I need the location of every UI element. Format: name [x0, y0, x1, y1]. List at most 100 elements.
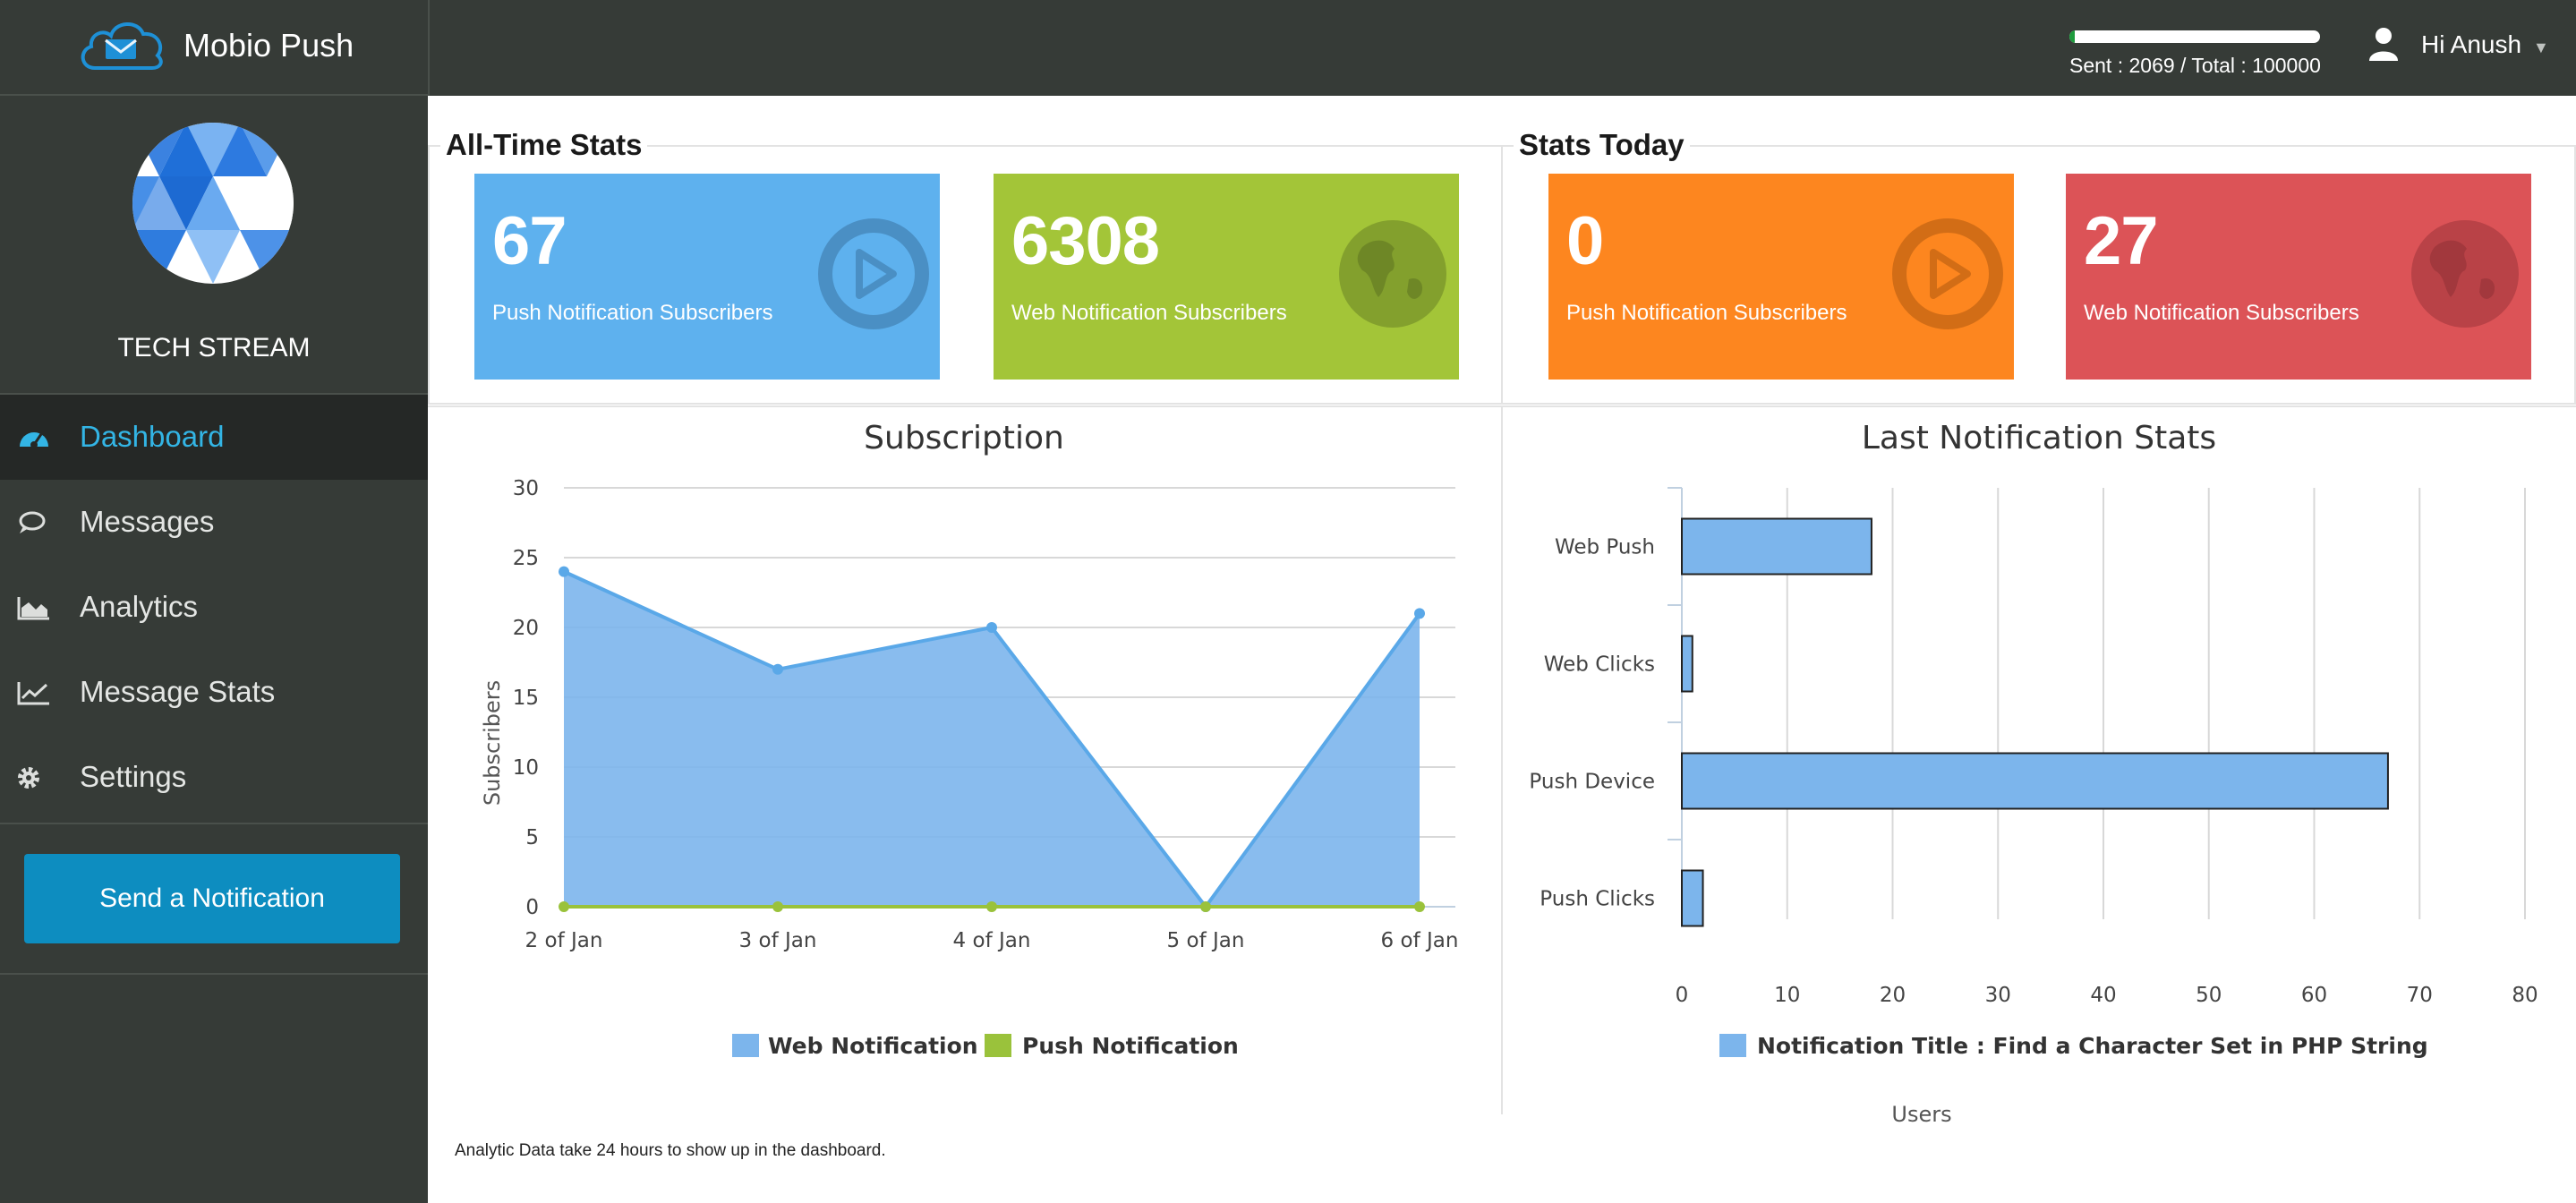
- send-notification-button[interactable]: Send a Notification: [24, 854, 400, 943]
- y-tick-label: 10: [513, 756, 539, 780]
- x-tick-label: 20: [1880, 984, 1906, 1007]
- x-tick-label: 0: [1676, 984, 1689, 1007]
- stat-card: 0 Push Notification Subscribers: [1548, 174, 2014, 380]
- divider: [1501, 407, 1503, 1114]
- x-tick-label: 6 of Jan: [1381, 929, 1459, 952]
- sidebar: Mobio Push TECH STREAM: [0, 0, 428, 1203]
- chat-icon: [19, 511, 46, 533]
- panel-title: Stats Today: [1514, 128, 1690, 162]
- panel-title: All-Time Stats: [440, 128, 648, 162]
- web-notification-point: [1414, 608, 1425, 619]
- stat-card: 6308 Web Notification Subscribers: [994, 174, 1459, 380]
- x-tick-label: 30: [1985, 984, 2011, 1007]
- subscription-chart: Subscription Subscribers 2 of Jan 3 of Ja…: [480, 420, 1459, 1059]
- y-tick-label: 20: [513, 617, 539, 640]
- web-notification-point: [986, 622, 997, 633]
- globe-icon: [2411, 220, 2519, 328]
- web-notification-point: [772, 663, 783, 675]
- sidebar-item-label: Analytics: [80, 590, 199, 623]
- play-circle-icon: [1892, 218, 2003, 329]
- stat-label: Push Notification Subscribers: [1566, 301, 1847, 325]
- brand-header: Mobio Push: [0, 0, 428, 96]
- sidebar-item-dashboard[interactable]: Dashboard: [0, 395, 428, 480]
- main-content: All-Time Stats 67 Push Notification Subs…: [428, 96, 2576, 1203]
- line-chart-icon: [17, 682, 49, 705]
- user-menu[interactable]: Hi Anush: [2421, 30, 2522, 58]
- chart-title: Subscription: [864, 420, 1064, 456]
- user-icon[interactable]: [2368, 27, 2399, 61]
- divider: [428, 405, 2576, 407]
- bar: [1681, 752, 2389, 810]
- all-time-stats-panel: All-Time Stats: [428, 128, 1503, 405]
- bar: [1681, 869, 1704, 927]
- y-tick-label: Push Device: [1529, 771, 1655, 794]
- divider: [0, 823, 428, 824]
- x-tick-label: 5 of Jan: [1167, 929, 1245, 952]
- brand-name: Mobio Push: [183, 27, 354, 64]
- legend-swatch-web-notification: [732, 1034, 759, 1057]
- stat-value: 27: [2084, 203, 2159, 279]
- area-chart-icon: [17, 597, 49, 620]
- legend-swatch: [1719, 1034, 1746, 1057]
- send-section: Send a Notification: [0, 824, 428, 975]
- topbar: Sent : 2069 / Total : 100000 Hi Anush ▼: [428, 0, 2576, 96]
- avatar[interactable]: [132, 123, 294, 284]
- x-tick-label: 80: [2512, 984, 2538, 1007]
- y-tick-label: 5: [525, 826, 539, 849]
- sidebar-item-settings[interactable]: Settings: [0, 735, 428, 820]
- stats-today-panel: Stats Today: [1501, 128, 2576, 405]
- quota-text: Sent : 2069 / Total : 100000: [2069, 54, 2321, 77]
- stat-card: 67 Push Notification Subscribers: [474, 174, 940, 380]
- y-tick-label: Web Push: [1555, 536, 1655, 559]
- org-logo-icon: [132, 123, 294, 284]
- x-tick-label: 70: [2407, 984, 2433, 1007]
- stat-label: Web Notification Subscribers: [1011, 301, 1287, 325]
- legend-swatch-push-notification: [985, 1034, 1011, 1057]
- push-notification-point: [1200, 901, 1211, 912]
- push-notification-point: [1414, 901, 1425, 912]
- legend-label: Push Notification: [1022, 1033, 1239, 1059]
- sidebar-item-label: Messages: [80, 505, 215, 538]
- stat-value: 6308: [1011, 203, 1160, 279]
- web-notification-point: [559, 566, 569, 577]
- legend-label: Web Notification: [768, 1033, 978, 1059]
- x-tick-label: 60: [2301, 984, 2327, 1007]
- sidebar-item-message-stats[interactable]: Message Stats: [0, 650, 428, 735]
- sidebar-item-messages[interactable]: Messages: [0, 480, 428, 565]
- stat-value: 67: [492, 203, 567, 279]
- y-tick-label: 15: [513, 687, 539, 710]
- x-tick-label: 3 of Jan: [739, 929, 817, 952]
- y-tick-label: Push Clicks: [1540, 888, 1655, 911]
- profile-section: TECH STREAM: [0, 96, 428, 395]
- x-tick-label: 40: [2090, 984, 2116, 1007]
- web-notification-area: [564, 571, 1420, 907]
- last-notification-stats-chart: Last Notification Stats Web Push Web Clic…: [1529, 420, 2538, 1123]
- sidebar-item-label: Message Stats: [80, 675, 276, 708]
- cloud-mail-logo-icon: [81, 22, 163, 70]
- stat-value: 0: [1566, 203, 1604, 279]
- x-tick-label: 50: [2196, 984, 2222, 1007]
- push-notification-point: [559, 901, 569, 912]
- y-tick-label: 30: [513, 477, 539, 500]
- chevron-down-icon[interactable]: ▼: [2533, 38, 2549, 56]
- sidebar-item-analytics[interactable]: Analytics: [0, 565, 428, 650]
- footnote: Analytic Data take 24 hours to show up i…: [455, 1141, 886, 1160]
- x-tick-label: 2 of Jan: [525, 929, 603, 952]
- y-tick-label: 25: [513, 547, 539, 570]
- y-tick-label: 0: [525, 896, 539, 919]
- quota-progress-fill: [2069, 30, 2075, 43]
- x-tick-label: 10: [1774, 984, 1800, 1007]
- gear-icon: [18, 767, 39, 789]
- sidebar-item-label: Dashboard: [80, 420, 225, 453]
- play-circle-icon: [818, 218, 929, 329]
- legend-label: Notification Title : Find a Character Se…: [1757, 1033, 2428, 1059]
- dashboard-icon: [20, 432, 48, 448]
- bar: [1681, 517, 1872, 576]
- x-axis-label: Users: [1891, 1102, 1951, 1123]
- y-tick-label: Web Clicks: [1544, 653, 1655, 677]
- org-name: TECH STREAM: [117, 333, 311, 363]
- push-notification-point: [986, 901, 997, 912]
- chart-title: Last Notification Stats: [1862, 420, 2216, 456]
- x-tick-label: 4 of Jan: [953, 929, 1031, 952]
- stat-label: Push Notification Subscribers: [492, 301, 773, 325]
